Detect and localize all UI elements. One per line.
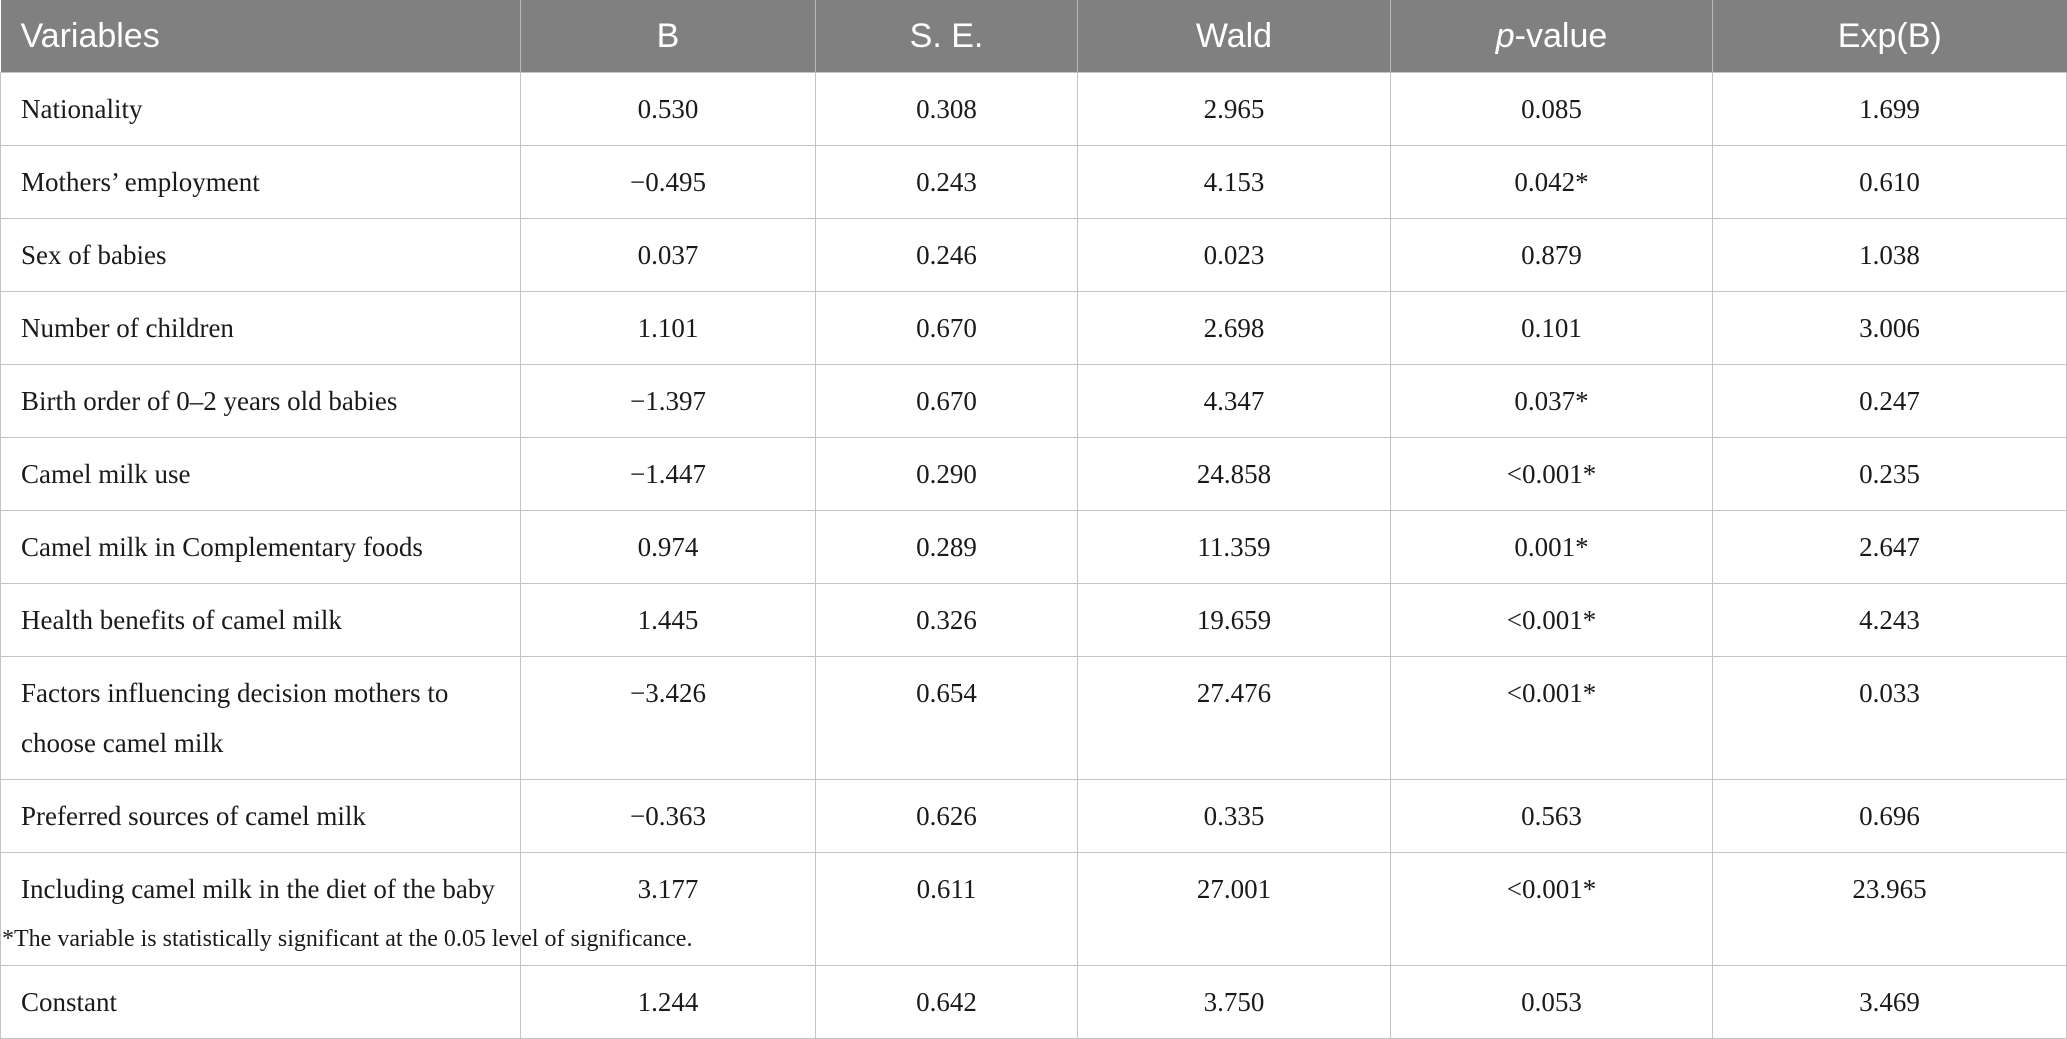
cell-b: 3.177 [520, 852, 816, 966]
cell-b: 0.974 [520, 510, 816, 584]
cell-b: 1.445 [520, 583, 816, 657]
cell-expb: 23.965 [1712, 852, 2067, 966]
cell-b: −1.397 [520, 364, 816, 438]
table-row: Constant 1.244 0.642 3.750 0.053 3.469 [0, 965, 2067, 1039]
header-row: Variables B S. E. Wald p-value Exp(B) [0, 0, 2067, 73]
cell-variable: Preferred sources of camel milk [0, 779, 521, 853]
cell-expb: 2.647 [1712, 510, 2067, 584]
cell-expb: 0.247 [1712, 364, 2067, 438]
cell-variable: Camel milk in Complementary foods [0, 510, 521, 584]
header-p-value: p-value [1390, 0, 1713, 73]
cell-p-value: <0.001* [1390, 583, 1713, 657]
cell-se: 0.290 [815, 437, 1078, 511]
table-row: Number of children 1.101 0.670 2.698 0.1… [0, 291, 2067, 365]
cell-p-value: <0.001* [1390, 852, 1713, 966]
cell-b: −3.426 [520, 656, 816, 780]
cell-se: 0.308 [815, 72, 1078, 146]
cell-p-value: 0.037* [1390, 364, 1713, 438]
cell-variable: Mothers’ employment [0, 145, 521, 219]
cell-variable: Nationality [0, 72, 521, 146]
header-p-suffix: -value [1514, 16, 1608, 55]
cell-variable: Constant [0, 965, 521, 1039]
cell-wald: 0.023 [1077, 218, 1391, 292]
cell-p-value: 0.053 [1390, 965, 1713, 1039]
cell-p-value: <0.001* [1390, 437, 1713, 511]
cell-expb: 3.006 [1712, 291, 2067, 365]
cell-se: 0.246 [815, 218, 1078, 292]
cell-se: 0.642 [815, 965, 1078, 1039]
cell-variable: Camel milk use [0, 437, 521, 511]
table-row: Health benefits of camel milk 1.445 0.32… [0, 583, 2067, 657]
cell-expb: 0.696 [1712, 779, 2067, 853]
cell-p-value: 0.879 [1390, 218, 1713, 292]
cell-wald: 11.359 [1077, 510, 1391, 584]
cell-se: 0.654 [815, 656, 1078, 780]
table-body: Nationality 0.530 0.308 2.965 0.085 1.69… [0, 72, 2067, 1039]
cell-variable: Health benefits of camel milk [0, 583, 521, 657]
cell-se: 0.670 [815, 291, 1078, 365]
table-header: Variables B S. E. Wald p-value Exp(B) [0, 0, 2067, 73]
cell-b: 1.101 [520, 291, 816, 365]
cell-expb: 4.243 [1712, 583, 2067, 657]
cell-variable: Including camel milk in the diet of the … [0, 852, 521, 966]
header-wald: Wald [1077, 0, 1391, 73]
cell-se: 0.611 [815, 852, 1078, 966]
cell-se: 0.326 [815, 583, 1078, 657]
cell-p-value: 0.101 [1390, 291, 1713, 365]
table-footnote: *The variable is statistically significa… [2, 926, 693, 952]
cell-wald: 4.347 [1077, 364, 1391, 438]
cell-se: 0.626 [815, 779, 1078, 853]
table-row: Nationality 0.530 0.308 2.965 0.085 1.69… [0, 72, 2067, 146]
table-row: Sex of babies 0.037 0.246 0.023 0.879 1.… [0, 218, 2067, 292]
cell-expb: 0.235 [1712, 437, 2067, 511]
table-row: Mothers’ employment −0.495 0.243 4.153 0… [0, 145, 2067, 219]
cell-wald: 27.476 [1077, 656, 1391, 780]
cell-wald: 0.335 [1077, 779, 1391, 853]
cell-b: −0.363 [520, 779, 816, 853]
cell-b: 1.244 [520, 965, 816, 1039]
cell-wald: 4.153 [1077, 145, 1391, 219]
header-b: B [520, 0, 816, 73]
cell-variable: Birth order of 0–2 years old babies [0, 364, 521, 438]
cell-b: −0.495 [520, 145, 816, 219]
cell-se: 0.670 [815, 364, 1078, 438]
header-se: S. E. [815, 0, 1078, 73]
cell-p-value: 0.085 [1390, 72, 1713, 146]
cell-se: 0.289 [815, 510, 1078, 584]
cell-b: 0.037 [520, 218, 816, 292]
header-variables: Variables [0, 0, 521, 73]
header-p-italic: p [1495, 16, 1515, 55]
table-row: Birth order of 0–2 years old babies −1.3… [0, 364, 2067, 438]
cell-variable: Number of children [0, 291, 521, 365]
cell-p-value: 0.001* [1390, 510, 1713, 584]
cell-se: 0.243 [815, 145, 1078, 219]
cell-b: −1.447 [520, 437, 816, 511]
cell-p-value: 0.042* [1390, 145, 1713, 219]
cell-expb: 1.699 [1712, 72, 2067, 146]
cell-p-value: <0.001* [1390, 656, 1713, 780]
cell-b: 0.530 [520, 72, 816, 146]
table-row: Factors influencing decision mothers to … [0, 656, 2067, 780]
cell-wald: 3.750 [1077, 965, 1391, 1039]
cell-variable: Factors influencing decision mothers to … [0, 656, 521, 780]
cell-expb: 1.038 [1712, 218, 2067, 292]
header-expb: Exp(B) [1712, 0, 2067, 73]
cell-variable: Sex of babies [0, 218, 521, 292]
cell-wald: 2.965 [1077, 72, 1391, 146]
cell-expb: 0.610 [1712, 145, 2067, 219]
table-row: Camel milk in Complementary foods 0.974 … [0, 510, 2067, 584]
cell-wald: 27.001 [1077, 852, 1391, 966]
cell-wald: 2.698 [1077, 291, 1391, 365]
table-row: Camel milk use −1.447 0.290 24.858 <0.00… [0, 437, 2067, 511]
table-row: Preferred sources of camel milk −0.363 0… [0, 779, 2067, 853]
cell-expb: 0.033 [1712, 656, 2067, 780]
cell-wald: 24.858 [1077, 437, 1391, 511]
cell-expb: 3.469 [1712, 965, 2067, 1039]
cell-wald: 19.659 [1077, 583, 1391, 657]
cell-p-value: 0.563 [1390, 779, 1713, 853]
